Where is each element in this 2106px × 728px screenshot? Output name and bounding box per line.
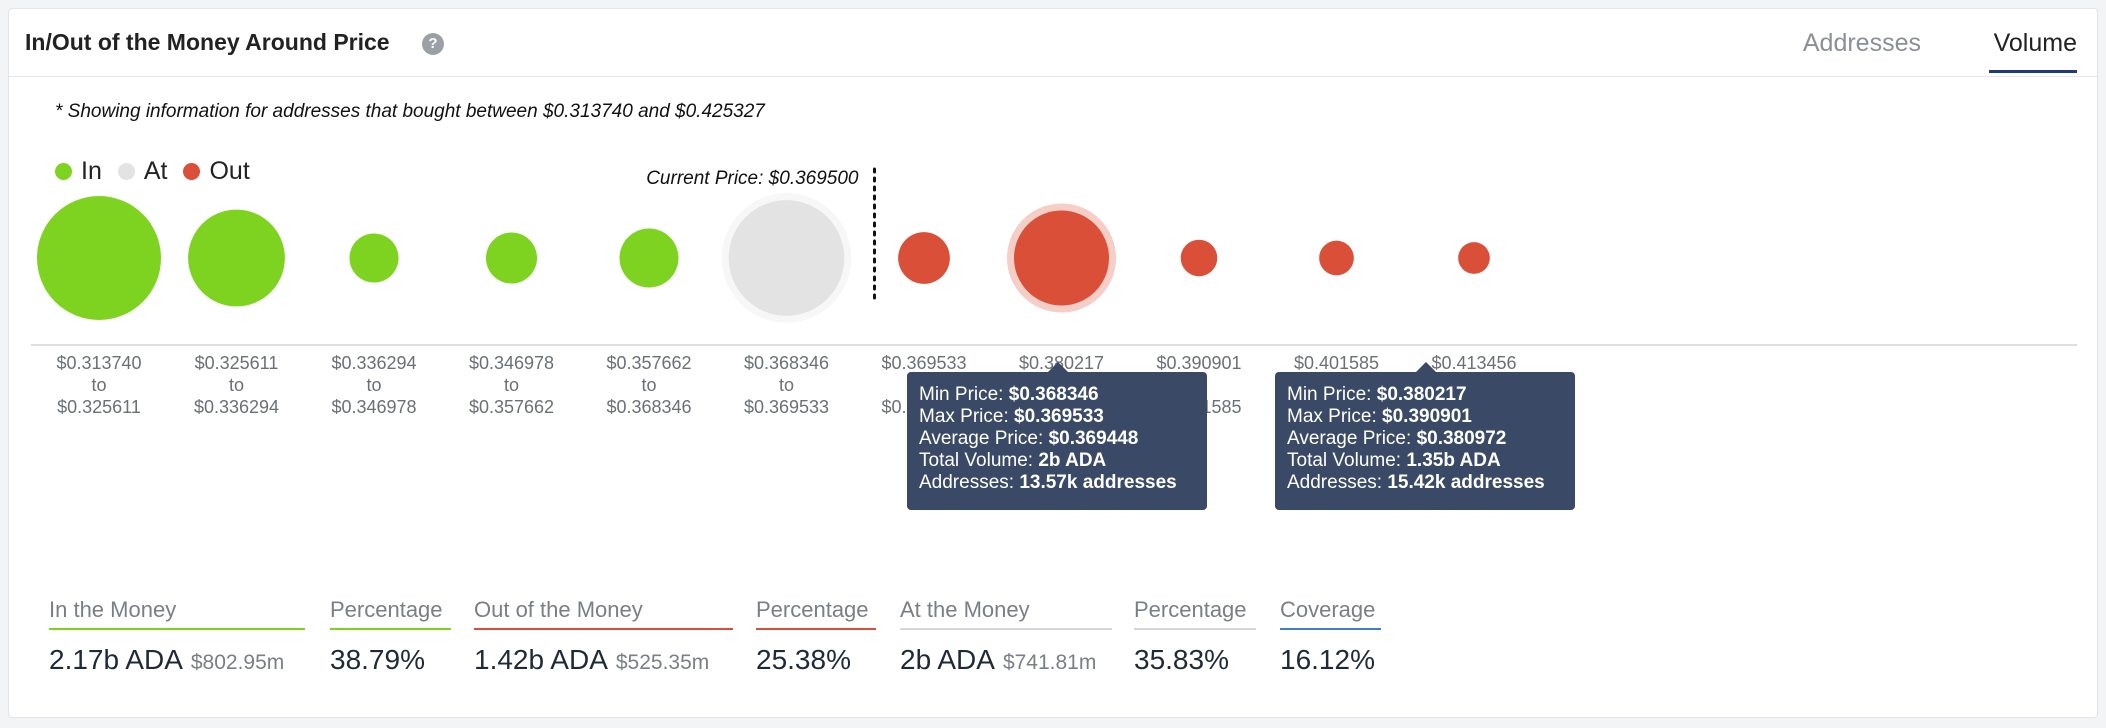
stat-label: Coverage [1280, 597, 1381, 630]
legend-item-out[interactable]: Out [183, 157, 250, 186]
tab-volume[interactable]: Volume [1993, 29, 2077, 57]
stat-value: 16.12% [1280, 644, 1375, 675]
bubble-at [728, 200, 845, 316]
stat-at-percentage: Percentage 35.83% [1134, 597, 1256, 676]
legend-swatch-in [55, 163, 72, 180]
x-tick-to: $0.368346 [606, 397, 691, 417]
stat-label: Out of the Money [474, 597, 733, 630]
tooltip-out-cluster: Min Price: $0.380217 Max Price: $0.39090… [1275, 362, 1575, 510]
stat-label: Percentage [330, 597, 451, 630]
stat-out-percentage: Percentage 25.38% [756, 597, 876, 676]
stat-value: 25.38% [756, 644, 851, 675]
legend-swatch-at [117, 163, 135, 180]
bubble-in [349, 233, 399, 283]
bubble-out [1319, 240, 1354, 276]
stat-out-of-the-money: Out of the Money 1.42b ADA $525.35m [474, 597, 733, 676]
x-tick-from: $0.346978 [469, 353, 554, 373]
stat-label: Percentage [1134, 597, 1256, 630]
legend-label-out: Out [209, 157, 250, 185]
chart-legend: In At Out [55, 157, 266, 186]
tooltip-row: Addresses: 15.42k addresses [1287, 472, 1545, 493]
x-tick-to: $0.325611 [57, 397, 141, 417]
tooltip-row: Average Price: $0.380972 [1287, 428, 1507, 449]
bubble-in [619, 228, 679, 288]
x-tick-connector: to [229, 375, 244, 395]
card-title: In/Out of the Money Around Price [25, 29, 390, 55]
x-tick-to: $0.369533 [744, 397, 829, 417]
x-tick-to: $0.336294 [194, 397, 279, 417]
current-price-label: Current Price: $0.369500 [646, 168, 859, 189]
tooltip-row: Addresses: 13.57k addresses [919, 472, 1177, 493]
stat-in-the-money: In the Money 2.17b ADA $802.95m [49, 597, 305, 676]
tooltip-row: Max Price: $0.369533 [919, 406, 1104, 427]
bubble-out [1458, 242, 1490, 274]
stat-value: 1.42b ADA $525.35m [474, 644, 710, 675]
tooltip-row: Min Price: $0.380217 [1287, 384, 1467, 405]
x-tick-from: $0.369533 [881, 353, 966, 373]
card-header: In/Out of the Money Around Price ? Addre… [9, 9, 2097, 77]
legend-label-at: At [143, 157, 168, 185]
x-tick-to: $0.346978 [331, 397, 416, 417]
stat-value: 2.17b ADA $802.95m [49, 644, 285, 675]
range-note: * Showing information for addresses that… [55, 101, 765, 122]
x-tick-connector: to [641, 375, 656, 395]
in-out-money-card: In/Out of the Money Around Price ? Addre… [8, 8, 2098, 718]
legend-label-in: In [81, 157, 102, 185]
bubble-out [1180, 239, 1218, 277]
bubble-out [1013, 210, 1110, 306]
active-tab-indicator [1989, 70, 2077, 73]
x-tick-from: $0.336294 [331, 353, 416, 373]
stat-value: 38.79% [330, 644, 425, 675]
stat-value: 2b ADA $741.81m [900, 644, 1097, 675]
legend-item-in[interactable]: In [55, 157, 102, 186]
x-tick-from: $0.313740 [56, 353, 141, 373]
tooltip-row: Total Volume: 1.35b ADA [1287, 450, 1501, 471]
x-tick-connector: to [504, 375, 519, 395]
stat-label: At the Money [900, 597, 1112, 630]
bubble-in [37, 196, 161, 320]
tooltip-row: Average Price: $0.369448 [919, 428, 1139, 449]
x-tick-connector: to [366, 375, 381, 395]
x-tick-from: $0.413456 [1431, 353, 1516, 373]
stat-label: In the Money [49, 597, 305, 630]
stat-value: 35.83% [1134, 644, 1229, 675]
tooltip-row: Total Volume: 2b ADA [919, 450, 1107, 471]
legend-swatch-out [183, 163, 201, 180]
tooltip-row: Min Price: $0.368346 [919, 384, 1099, 405]
bubble-in [188, 209, 285, 307]
stat-coverage: Coverage 16.12% [1280, 597, 1381, 676]
x-tick-from: $0.368346 [744, 353, 829, 373]
x-tick-to: $0.357662 [469, 397, 554, 417]
x-tick-from: $0.401585 [1294, 353, 1379, 373]
bubble-out [898, 232, 950, 284]
question-circle-icon[interactable]: ? [422, 33, 444, 55]
tooltip-row: Max Price: $0.390901 [1287, 406, 1472, 427]
x-tick-connector: to [779, 375, 794, 395]
x-tick-from: $0.390901 [1156, 353, 1241, 373]
tab-addresses[interactable]: Addresses [1802, 29, 1921, 57]
stat-label: Percentage [756, 597, 876, 630]
x-tick-connector: to [91, 375, 106, 395]
x-tick-from: $0.357662 [606, 353, 691, 373]
stat-in-percentage: Percentage 38.79% [330, 597, 451, 676]
stat-at-the-money: At the Money 2b ADA $741.81m [900, 597, 1112, 676]
tooltip-at-cluster: Min Price: $0.368346 Max Price: $0.36953… [907, 362, 1207, 510]
legend-item-at[interactable]: At [117, 157, 168, 186]
x-tick-from: $0.325611 [195, 353, 279, 373]
bubble-in [485, 232, 538, 284]
